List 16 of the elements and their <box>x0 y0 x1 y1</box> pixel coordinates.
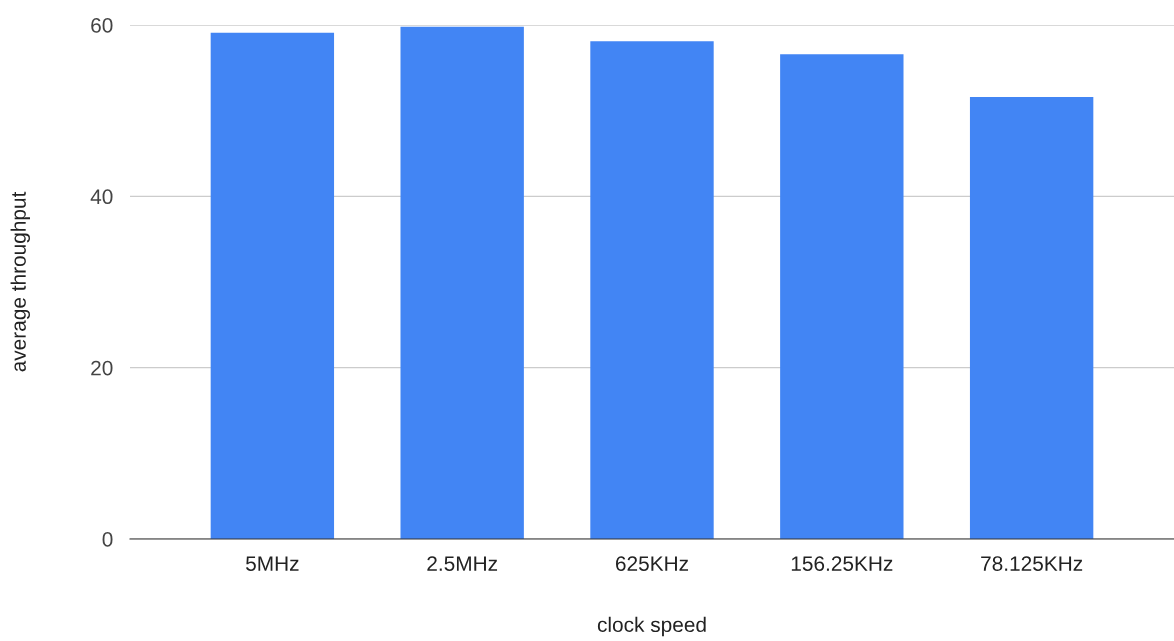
y-tick-label: 0 <box>102 532 113 547</box>
bar <box>590 41 714 539</box>
x-tick-label: 78.125KHz <box>981 556 1083 571</box>
x-tick-label: 5MHz <box>246 556 299 571</box>
bar <box>969 96 1094 539</box>
x-axis-title: clock speed <box>597 616 706 637</box>
y-tick-label: 20 <box>91 360 113 376</box>
bar <box>210 32 335 539</box>
x-tick-label: 156.25KHz <box>791 556 893 571</box>
bar <box>400 26 524 539</box>
x-tick-label: 2.5MHz <box>427 556 498 571</box>
y-axis-title: average throughput <box>10 191 30 372</box>
y-tick-label: 60 <box>91 18 113 33</box>
y-tick-label: 40 <box>90 189 113 205</box>
bar <box>780 54 904 539</box>
x-tick-label: 625KHz <box>616 556 689 571</box>
